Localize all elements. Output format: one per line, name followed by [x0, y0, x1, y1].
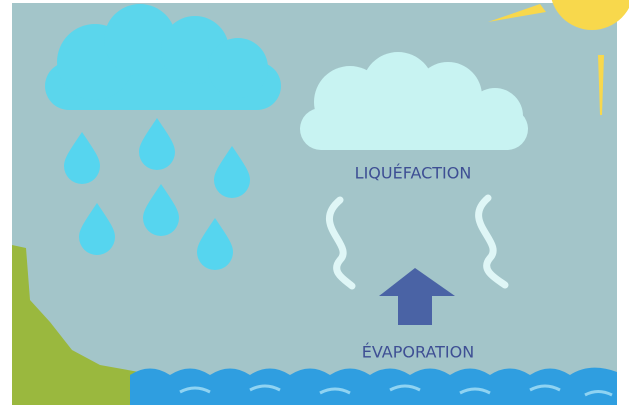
water-cycle-illustration: LIQUÉFACTION ÉVAPORATION [0, 0, 629, 409]
evaporation-label: ÉVAPORATION [362, 343, 474, 362]
page: LIQUÉFACTION ÉVAPORATION (() => { const … [0, 0, 629, 409]
liquefaction-label: LIQUÉFACTION [355, 164, 472, 183]
